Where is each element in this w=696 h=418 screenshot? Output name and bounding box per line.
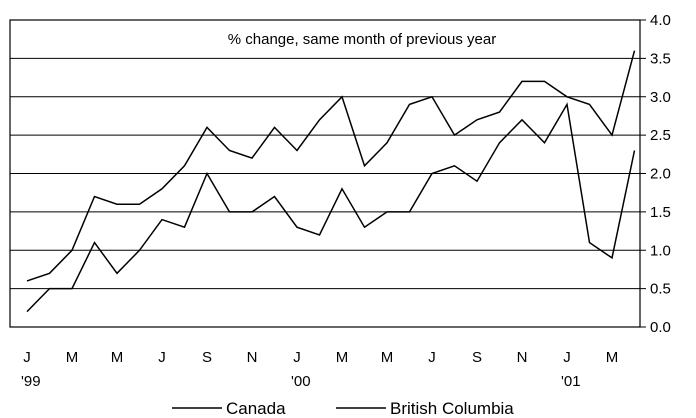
x-tick-label: N: [247, 349, 258, 366]
x-tick-label: S: [202, 349, 212, 366]
y-tick-label: 2.0: [650, 166, 671, 183]
x-tick-label: S: [472, 349, 482, 366]
legend: Canada British Columbia: [172, 399, 514, 418]
x-tick-label: J: [428, 349, 436, 366]
legend-label: British Columbia: [390, 399, 514, 418]
x-tick-label: M: [111, 349, 124, 366]
y-tick-label: 4.0: [650, 12, 671, 29]
chart-title: % change, same month of previous year: [228, 31, 496, 48]
x-axis: J M M J S N J M M J S N J M '99 '00 '01: [21, 349, 618, 390]
gridlines: [10, 57, 640, 290]
x-tick-label: N: [517, 349, 528, 366]
x-tick-label: J: [563, 349, 571, 366]
y-tick-label: 3.5: [650, 50, 671, 67]
y-axis: 0.0 0.5 1.0 1.5 2.0 2.5 3.0 3.5 4.0: [640, 12, 671, 336]
y-tick-label: 0.0: [650, 319, 671, 336]
series-line: [26, 50, 636, 282]
x-tick-label: M: [336, 349, 349, 366]
y-tick-label: 1.5: [650, 204, 671, 221]
y-tick-label: 1.0: [650, 242, 671, 259]
y-tick-label: 3.0: [650, 89, 671, 106]
x-year-label: '00: [291, 373, 311, 390]
x-tick-label: J: [158, 349, 166, 366]
x-tick-label: M: [66, 349, 79, 366]
x-year-label: '99: [21, 373, 41, 390]
x-tick-label: M: [606, 349, 619, 366]
series-lines: [26, 50, 636, 313]
y-tick-label: 0.5: [650, 281, 671, 298]
x-year-label: '01: [561, 373, 581, 390]
x-tick-label: J: [293, 349, 301, 366]
legend-label: Canada: [226, 399, 286, 418]
y-tick-label: 2.5: [650, 127, 671, 144]
series-line: [26, 102, 636, 313]
x-tick-label: J: [23, 349, 31, 366]
x-tick-label: M: [381, 349, 394, 366]
